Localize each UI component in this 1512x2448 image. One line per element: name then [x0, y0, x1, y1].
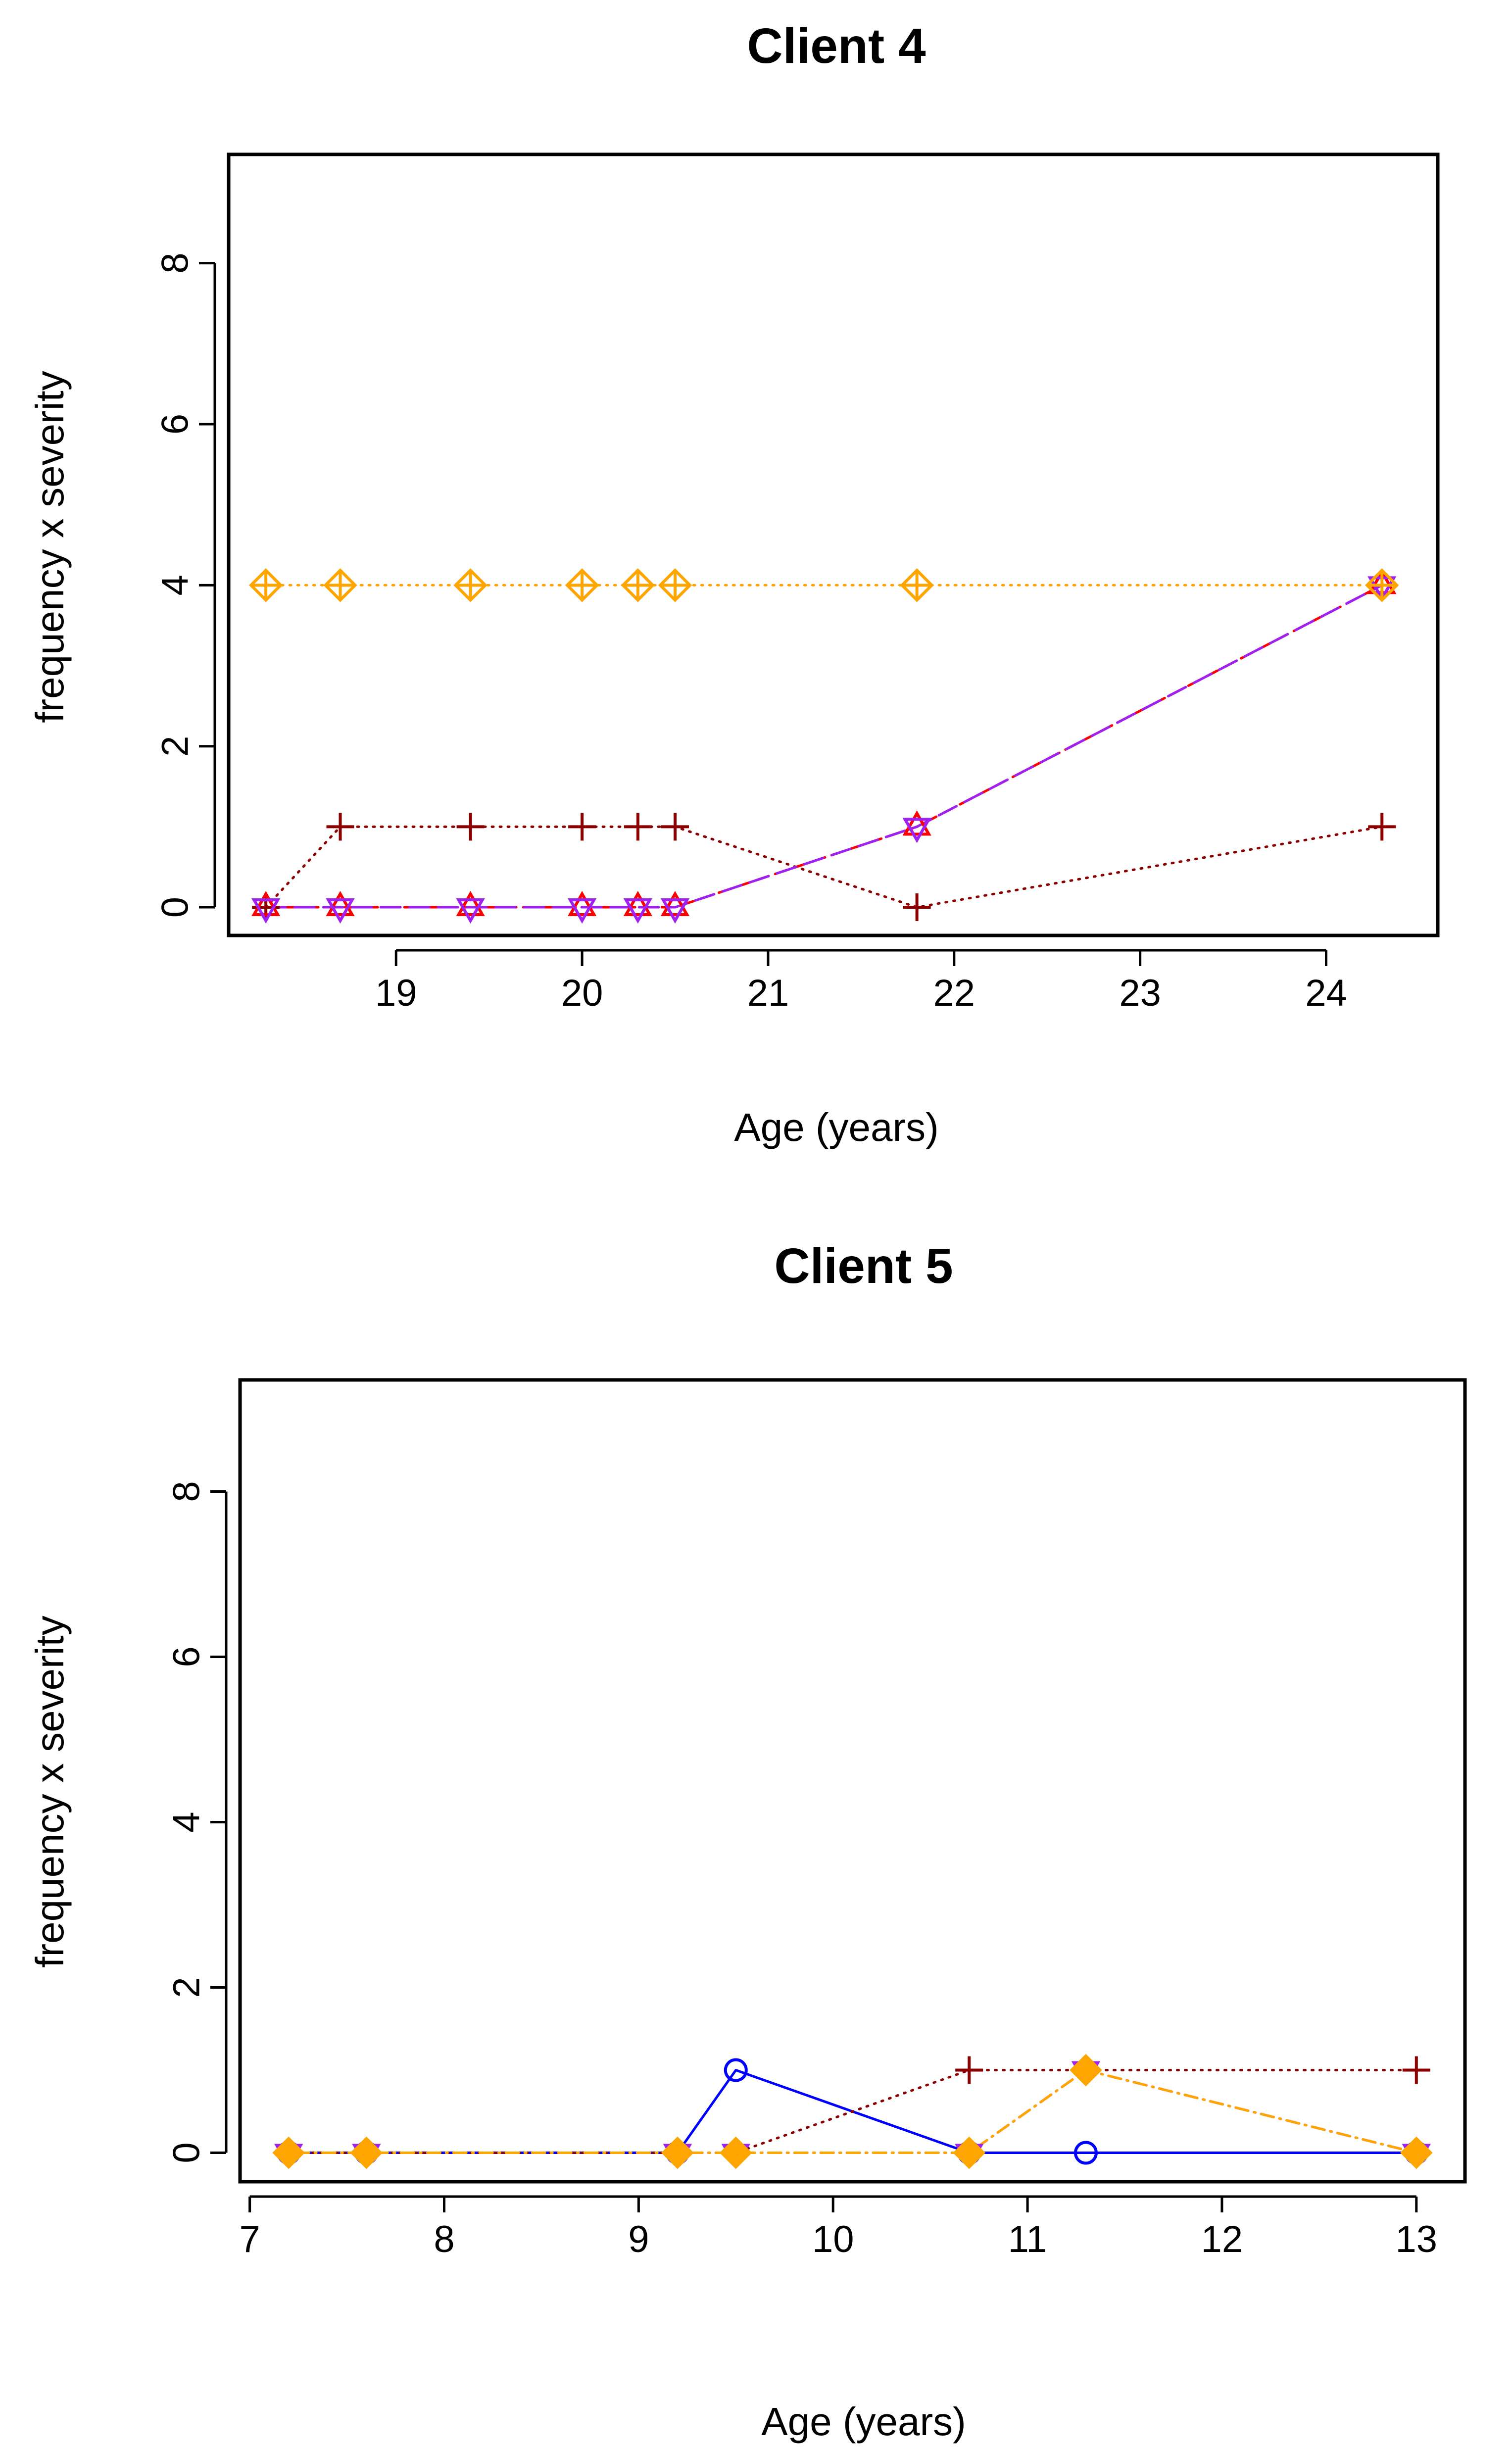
y-axis-label: frequency x severity	[28, 371, 72, 723]
x-tick-label: 11	[1008, 2218, 1047, 2260]
series-3	[264, 584, 1383, 909]
triangle-up-marker	[660, 891, 690, 917]
triangle-up-marker	[326, 891, 355, 917]
chart-panel-client-4: Client 4 Age (years) frequency x severit…	[28, 18, 1440, 1149]
plus-marker	[1368, 813, 1396, 841]
series-1	[264, 825, 1383, 909]
x-tick-label: 19	[375, 972, 417, 1014]
triangle-up-marker	[567, 891, 597, 917]
diamond-plus-marker	[323, 568, 357, 602]
x-axis-label: Age (years)	[734, 1105, 938, 1149]
plus-marker	[955, 2056, 983, 2084]
triangle-down-marker	[660, 898, 690, 924]
x-tick-label: 12	[1201, 2218, 1243, 2260]
plus-marker	[568, 813, 596, 841]
diamond-plus-marker	[900, 568, 934, 602]
y-axis: 0 2 4 6 8	[166, 1481, 228, 2163]
plot-frame	[238, 1378, 1467, 2184]
diamond-plus-marker	[1365, 568, 1399, 602]
y-axis: 0 2 4 6 8	[154, 252, 216, 918]
x-tick-label: 24	[1305, 972, 1347, 1014]
y-tick-label: 4	[154, 575, 196, 595]
plus-marker	[661, 813, 689, 841]
triangle-down-marker	[567, 898, 597, 924]
x-axis-label: Age (years)	[761, 2399, 966, 2444]
triangle-up-marker	[456, 891, 485, 917]
plus-marker	[326, 813, 354, 841]
x-tick-label: 23	[1119, 972, 1161, 1014]
diamond-plus-marker	[248, 568, 283, 602]
diamond-marker	[272, 2136, 305, 2169]
triangle-up-marker	[251, 891, 281, 917]
x-axis: 7 8 9 10 11 12 13	[240, 2195, 1438, 2260]
y-tick-label: 4	[166, 1812, 208, 1832]
circle-marker	[1073, 2141, 1098, 2165]
plus-marker	[456, 813, 485, 841]
y-tick-label: 8	[166, 1481, 208, 1502]
triangle-down-marker	[902, 818, 931, 843]
x-tick-label: 13	[1396, 2218, 1438, 2260]
diamond-marker	[953, 2136, 986, 2169]
y-tick-label: 2	[154, 736, 196, 757]
plus-marker	[903, 893, 931, 922]
triangle-up-marker	[623, 891, 653, 917]
triangle-down-marker	[326, 898, 355, 924]
diamond-plus-marker	[658, 568, 692, 602]
series-line	[264, 825, 1383, 909]
diamond-plus-marker	[453, 568, 488, 602]
diamond-marker	[661, 2136, 694, 2169]
y-tick-label: 6	[166, 1646, 208, 1667]
diamond-marker	[1070, 2054, 1102, 2087]
x-tick-label: 21	[747, 972, 789, 1014]
y-tick-label: 2	[166, 1977, 208, 1998]
series-line	[264, 584, 1383, 909]
series-3-points	[274, 2061, 1431, 2169]
diamond-marker	[350, 2136, 383, 2169]
y-axis-label: frequency x severity	[28, 1616, 72, 1967]
diamond-marker	[1400, 2136, 1433, 2169]
y-tick-label: 6	[154, 414, 196, 435]
plus-marker	[1402, 2056, 1430, 2084]
y-tick-label: 8	[154, 252, 196, 273]
x-tick-label: 20	[561, 972, 603, 1014]
x-axis: 19 20 21 22 23 24	[375, 949, 1347, 1014]
series-line	[264, 584, 1383, 909]
chart-title: Client 5	[774, 1238, 953, 1294]
x-tick-label: 7	[240, 2218, 260, 2260]
series-4-points	[248, 568, 1399, 602]
chart-panel-client-5: Client 5 Age (years) frequency x severit…	[28, 1238, 1467, 2444]
x-tick-label: 9	[628, 2218, 649, 2260]
x-tick-label: 22	[933, 972, 975, 1014]
triangle-down-marker	[456, 898, 485, 924]
diamond-marker	[719, 2136, 752, 2169]
y-tick-label: 0	[166, 2142, 208, 2163]
diamond-plus-marker	[621, 568, 655, 602]
plus-marker	[624, 813, 652, 841]
x-tick-label: 10	[812, 2218, 854, 2260]
y-tick-label: 0	[154, 897, 196, 918]
chart-title: Client 4	[747, 18, 926, 74]
circle-marker	[724, 2058, 748, 2082]
triangle-up-marker	[902, 810, 931, 836]
triangle-down-marker	[623, 898, 653, 924]
triangle-down-marker	[251, 898, 281, 924]
plus-marker	[252, 893, 280, 922]
plot-frame	[227, 152, 1440, 937]
series-2-points	[251, 569, 1397, 917]
series-3-points	[251, 576, 1397, 924]
series-1-points	[252, 813, 1396, 922]
series-2	[264, 584, 1383, 909]
diamond-plus-marker	[565, 568, 599, 602]
series-4-points	[272, 2054, 1433, 2169]
x-tick-label: 8	[434, 2218, 454, 2260]
